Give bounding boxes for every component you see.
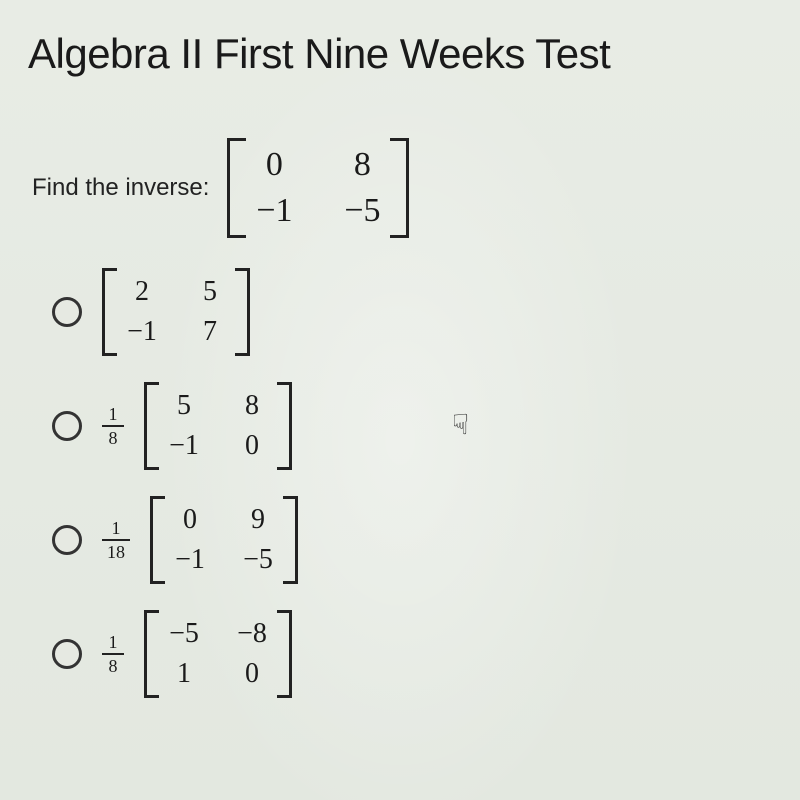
- matrix-cell: 8: [235, 390, 269, 422]
- matrix-cell: −5: [167, 618, 201, 650]
- prompt-text: Find the inverse:: [32, 174, 209, 202]
- answer-option[interactable]: 1 8 −5 −8 1 0: [52, 610, 772, 698]
- fraction-coefficient: 1 18: [102, 519, 130, 561]
- matrix-cell: 0: [173, 504, 207, 536]
- fraction-denominator: 8: [109, 429, 118, 447]
- fraction-numerator: 1: [112, 519, 121, 537]
- matrix-cell: 0: [235, 430, 269, 462]
- matrix-cell: −8: [235, 618, 269, 650]
- bracket-right-icon: [277, 382, 292, 470]
- fraction-bar-icon: [102, 539, 130, 541]
- fraction-bar-icon: [102, 653, 124, 655]
- radio-icon[interactable]: [52, 411, 82, 441]
- fraction-coefficient: 1 8: [102, 633, 124, 675]
- fraction-numerator: 1: [109, 405, 118, 423]
- bracket-right-icon: [277, 610, 292, 698]
- answer-options: 2 5 −1 7 1 8 5 8 −1 0: [52, 268, 772, 698]
- bracket-left-icon: [102, 268, 117, 356]
- option-matrix: 2 5 −1 7: [102, 268, 250, 356]
- matrix-cell: −5: [342, 192, 382, 230]
- bracket-left-icon: [144, 382, 159, 470]
- bracket-left-icon: [227, 138, 246, 238]
- matrix-cell: 5: [167, 390, 201, 422]
- answer-option[interactable]: 2 5 −1 7: [52, 268, 772, 356]
- matrix-cell: 7: [193, 316, 227, 348]
- matrix-cell: −1: [254, 192, 294, 230]
- fraction-denominator: 8: [109, 657, 118, 675]
- matrix-cell: 1: [167, 658, 201, 690]
- page: Algebra II First Nine Weeks Test Find th…: [0, 0, 800, 800]
- option-matrix: −5 −8 1 0: [144, 610, 292, 698]
- matrix-cell: 2: [125, 276, 159, 308]
- matrix-cell: 9: [241, 504, 275, 536]
- matrix-cell: 0: [235, 658, 269, 690]
- matrix-cell: 8: [342, 146, 382, 184]
- fraction-numerator: 1: [109, 633, 118, 651]
- bracket-left-icon: [144, 610, 159, 698]
- radio-icon[interactable]: [52, 639, 82, 669]
- bracket-left-icon: [150, 496, 165, 584]
- matrix-cell: −5: [241, 544, 275, 576]
- matrix-cell: 5: [193, 276, 227, 308]
- answer-option[interactable]: 1 8 5 8 −1 0: [52, 382, 772, 470]
- fraction-denominator: 18: [107, 543, 125, 561]
- option-matrix: 0 9 −1 −5: [150, 496, 298, 584]
- fraction-coefficient: 1 8: [102, 405, 124, 447]
- bracket-right-icon: [283, 496, 298, 584]
- radio-icon[interactable]: [52, 297, 82, 327]
- prompt-matrix: 0 8 −1 −5: [227, 138, 409, 238]
- matrix-cell: −1: [167, 430, 201, 462]
- answer-option[interactable]: 1 18 0 9 −1 −5: [52, 496, 772, 584]
- bracket-right-icon: [235, 268, 250, 356]
- matrix-cell: −1: [173, 544, 207, 576]
- option-matrix: 5 8 −1 0: [144, 382, 292, 470]
- question-prompt: Find the inverse: 0 8 −1 −5: [32, 138, 772, 238]
- matrix-cell: −1: [125, 316, 159, 348]
- page-title: Algebra II First Nine Weeks Test: [28, 30, 772, 78]
- fraction-bar-icon: [102, 425, 124, 427]
- matrix-cell: 0: [254, 146, 294, 184]
- bracket-right-icon: [390, 138, 409, 238]
- radio-icon[interactable]: [52, 525, 82, 555]
